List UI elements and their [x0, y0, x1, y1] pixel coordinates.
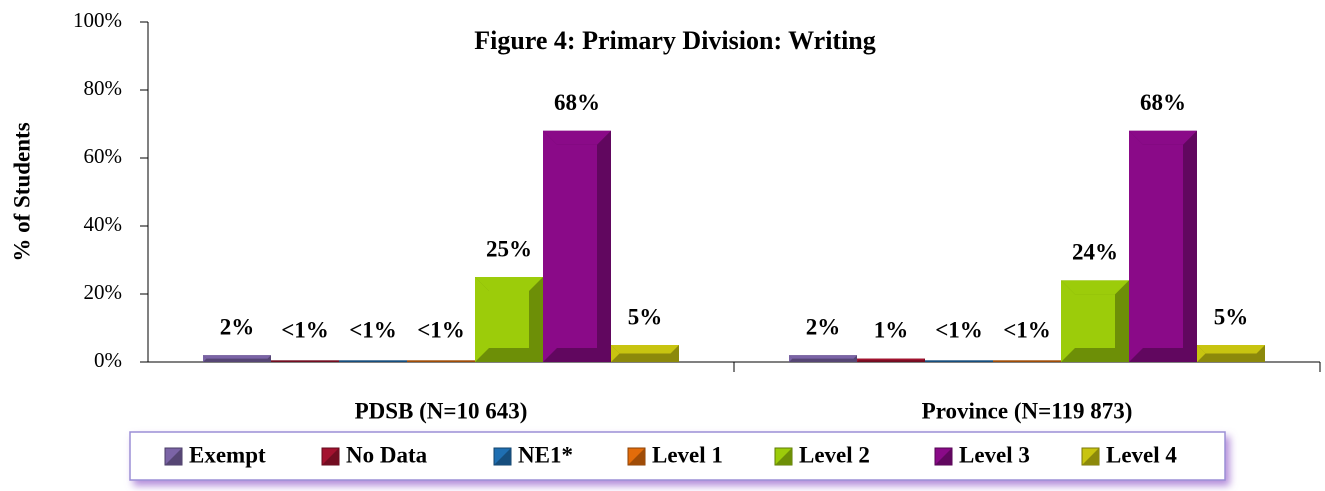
- legend-label: No Data: [346, 442, 428, 467]
- bar-bevel: [1197, 345, 1265, 354]
- bar-bevel: [1061, 280, 1129, 295]
- legend-label: Level 3: [959, 442, 1030, 467]
- data-label: 68%: [1140, 90, 1186, 115]
- y-tick-label: 60%: [84, 144, 123, 168]
- bar-bevel: [1197, 345, 1206, 362]
- y-tick-label: 100%: [73, 8, 122, 32]
- data-label: <1%: [281, 317, 329, 342]
- x-tick-label: Province (N=119 873): [922, 398, 1133, 423]
- data-label: 2%: [220, 314, 255, 339]
- bar-bevel: [203, 355, 207, 362]
- bar-face: [557, 144, 597, 348]
- legend-label: Level 4: [1106, 442, 1177, 467]
- legend-swatch-shade: [1082, 448, 1099, 465]
- bar-face: [1075, 294, 1115, 348]
- bar-bevel: [475, 277, 543, 291]
- data-label: 2%: [806, 314, 841, 339]
- x-tick-label: PDSB (N=10 643): [355, 398, 528, 423]
- y-axis-label: % of Students: [9, 122, 34, 261]
- bar-bevel: [789, 355, 793, 362]
- data-label: 5%: [1214, 304, 1249, 329]
- bar: [407, 360, 475, 362]
- legend-label: Level 1: [652, 442, 723, 467]
- bar-bevel: [203, 355, 271, 359]
- data-label: <1%: [1003, 317, 1051, 342]
- bar-bevel: [1129, 130, 1197, 145]
- bar-bevel: [611, 345, 679, 354]
- y-tick-label: 40%: [84, 212, 123, 236]
- bar-face: [1143, 144, 1183, 348]
- data-label: 24%: [1072, 240, 1118, 265]
- y-tick-label: 20%: [84, 280, 123, 304]
- y-tick-label: 80%: [84, 76, 123, 100]
- bar: [271, 360, 339, 362]
- legend-swatch-shade: [494, 448, 511, 465]
- legend-swatch-shade: [165, 448, 182, 465]
- bar-bevel: [611, 345, 620, 362]
- data-label: 68%: [554, 90, 600, 115]
- data-label: <1%: [349, 317, 397, 342]
- bar-bevel: [1061, 280, 1075, 362]
- legend-swatch-shade: [935, 448, 952, 465]
- bar: [993, 360, 1061, 362]
- y-tick-label: 0%: [94, 348, 122, 372]
- data-label: <1%: [935, 317, 983, 342]
- bar-bevel: [857, 358, 859, 362]
- bar: [925, 360, 993, 362]
- bar: [339, 360, 407, 362]
- bar-bevel: [789, 355, 857, 359]
- legend-swatch-shade: [628, 448, 645, 465]
- legend-label: Exempt: [189, 442, 266, 467]
- bar-bevel: [857, 358, 925, 361]
- legend-swatch-shade: [775, 448, 792, 465]
- data-label: 1%: [874, 317, 909, 342]
- legend-label: NE1*: [518, 442, 573, 467]
- bar-bevel: [475, 277, 489, 362]
- data-label: <1%: [417, 317, 465, 342]
- bar-bevel: [543, 130, 611, 145]
- bar-bevel: [1129, 130, 1143, 362]
- data-label: 5%: [628, 304, 663, 329]
- legend-box: [129, 431, 1226, 481]
- chart-title: Figure 4: Primary Division: Writing: [474, 26, 876, 55]
- bar-bevel: [543, 130, 557, 362]
- data-label: 25%: [486, 236, 532, 261]
- legend-swatch-shade: [322, 448, 339, 465]
- bar-face: [489, 291, 529, 348]
- legend-label: Level 2: [799, 442, 870, 467]
